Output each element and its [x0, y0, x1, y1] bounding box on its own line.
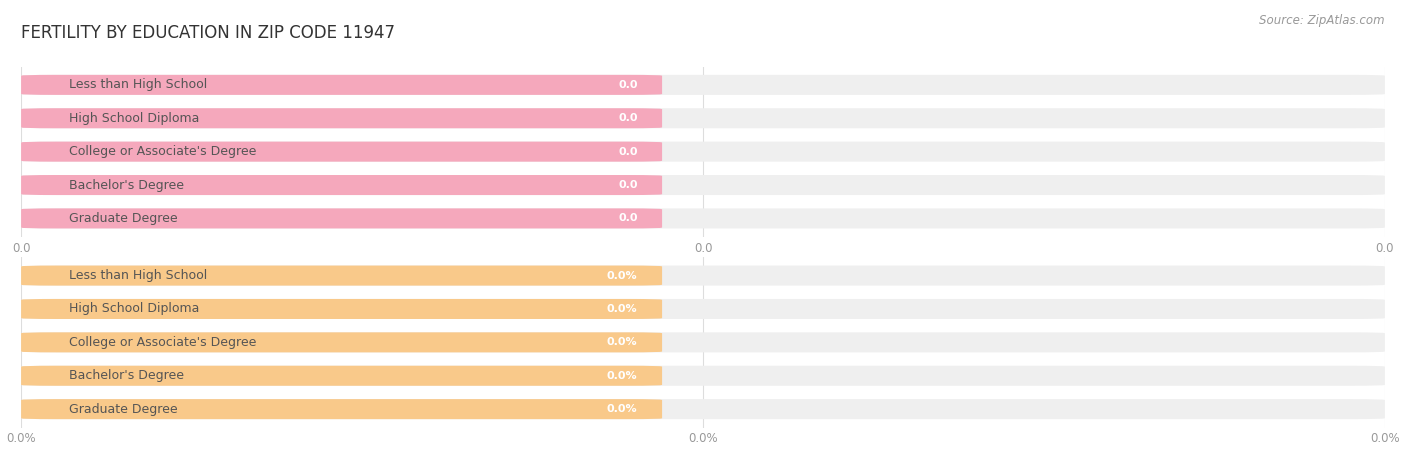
Text: Bachelor's Degree: Bachelor's Degree	[69, 179, 184, 191]
Text: 0.0%: 0.0%	[607, 337, 637, 347]
Text: 0.0: 0.0	[619, 180, 637, 190]
FancyBboxPatch shape	[21, 209, 662, 228]
Text: FERTILITY BY EDUCATION IN ZIP CODE 11947: FERTILITY BY EDUCATION IN ZIP CODE 11947	[21, 24, 395, 42]
Text: Source: ZipAtlas.com: Source: ZipAtlas.com	[1260, 14, 1385, 27]
FancyBboxPatch shape	[21, 175, 1385, 195]
FancyBboxPatch shape	[21, 399, 662, 419]
Text: Bachelor's Degree: Bachelor's Degree	[69, 369, 184, 382]
FancyBboxPatch shape	[21, 299, 1385, 319]
Text: Graduate Degree: Graduate Degree	[69, 212, 177, 225]
Text: High School Diploma: High School Diploma	[69, 303, 200, 315]
Text: 0.0%: 0.0%	[607, 271, 637, 281]
FancyBboxPatch shape	[21, 142, 662, 162]
FancyBboxPatch shape	[21, 366, 662, 386]
FancyBboxPatch shape	[21, 75, 662, 95]
FancyBboxPatch shape	[21, 332, 662, 352]
FancyBboxPatch shape	[21, 266, 662, 285]
Text: 0.0: 0.0	[619, 213, 637, 223]
FancyBboxPatch shape	[21, 108, 662, 128]
FancyBboxPatch shape	[21, 299, 662, 319]
FancyBboxPatch shape	[21, 332, 1385, 352]
Text: 0.0: 0.0	[619, 147, 637, 157]
FancyBboxPatch shape	[21, 142, 1385, 162]
FancyBboxPatch shape	[21, 266, 1385, 285]
FancyBboxPatch shape	[21, 175, 662, 195]
Text: 0.0: 0.0	[619, 113, 637, 123]
FancyBboxPatch shape	[21, 209, 1385, 228]
Text: 0.0%: 0.0%	[607, 371, 637, 381]
Text: 0.0: 0.0	[619, 80, 637, 90]
Text: 0.0%: 0.0%	[607, 304, 637, 314]
Text: Less than High School: Less than High School	[69, 78, 207, 91]
FancyBboxPatch shape	[21, 366, 1385, 386]
Text: College or Associate's Degree: College or Associate's Degree	[69, 336, 256, 349]
FancyBboxPatch shape	[21, 75, 1385, 95]
FancyBboxPatch shape	[21, 108, 1385, 128]
Text: High School Diploma: High School Diploma	[69, 112, 200, 125]
Text: College or Associate's Degree: College or Associate's Degree	[69, 145, 256, 158]
FancyBboxPatch shape	[21, 399, 1385, 419]
Text: Less than High School: Less than High School	[69, 269, 207, 282]
Text: Graduate Degree: Graduate Degree	[69, 403, 177, 416]
Text: 0.0%: 0.0%	[607, 404, 637, 414]
